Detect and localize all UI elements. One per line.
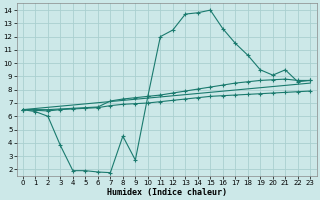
X-axis label: Humidex (Indice chaleur): Humidex (Indice chaleur) [107,188,227,197]
